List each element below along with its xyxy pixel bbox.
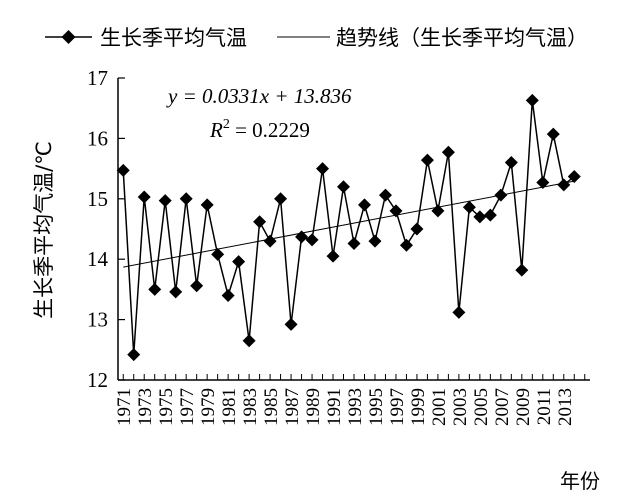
data-point [221,288,235,302]
series-markers [116,93,581,362]
series-line [122,100,575,355]
data-point [546,127,560,141]
data-point [504,156,518,170]
y-tick-label: 17 [87,66,108,90]
x-tick-label: 1991 [324,388,345,426]
trend-line [123,180,575,268]
y-tick-label: 13 [87,308,108,332]
x-tick-label: 1983 [240,388,261,426]
data-point [253,215,267,229]
x-tick-label: 1973 [135,388,156,426]
data-point [452,305,466,319]
x-tick-label: 2013 [555,388,576,426]
x-tick-label: 1979 [198,388,219,426]
data-point [431,204,445,218]
data-point [389,204,403,218]
data-point [357,198,371,212]
y-tick-label: 12 [87,368,108,392]
data-point [410,222,424,236]
data-point [316,162,330,176]
data-point [127,348,141,362]
data-point [169,285,183,299]
x-tick-label: 1999 [408,388,429,426]
y-axis-label: 生长季平均气温/℃ [32,141,56,319]
x-tick-label: 2011 [534,388,555,425]
trendline [123,180,575,268]
x-tick-label: 1971 [114,388,135,426]
y-tick-label: 14 [87,247,109,271]
legend-trend-label: 趋势线（生长季平均气温） [336,26,588,50]
data-point [326,249,340,263]
data-point [473,210,487,224]
x-tick-label: 1977 [177,388,198,426]
data-point [295,230,309,244]
data-point [441,145,455,159]
x-axis-label: 年份 [560,469,600,493]
data-point [263,234,277,248]
x-tick-label: 1987 [282,388,303,426]
data-point [462,200,476,214]
x-tick-label: 2005 [471,388,492,426]
y-tick-label: 16 [87,126,108,150]
x-tick-label: 1997 [387,388,408,426]
data-point [494,188,508,202]
trend-r-squared: R2 = 0.2229 [209,117,310,142]
legend-series-label: 生长季平均气温 [100,26,247,50]
data-point [368,234,382,248]
data-point [190,279,204,293]
data-point [525,93,539,107]
legend: 生长季平均气温 趋势线（生长季平均气温） [45,26,588,50]
data-point [347,236,361,250]
data-point [567,169,581,183]
data-point [200,198,214,212]
data-point [515,263,529,277]
data-point [284,317,298,331]
y-tick-label: 15 [87,187,108,211]
data-point [536,175,550,189]
x-tick-label: 1995 [366,388,387,426]
x-tick-label: 2003 [450,388,471,426]
data-point [305,233,319,247]
data-point [557,178,571,192]
x-tick-label: 1975 [156,388,177,426]
data-point [232,255,246,269]
x-tick-label: 1989 [303,388,324,426]
data-point [211,247,225,261]
data-point [137,190,151,204]
x-tick-label: 1985 [261,388,282,426]
x-tick-label: 2009 [513,388,534,426]
trend-equation: y = 0.0331x + 13.836 [166,84,352,108]
data-point [378,188,392,202]
data-point [399,238,413,252]
series-polyline [122,100,575,355]
data-point [179,192,193,206]
x-tick-label: 1993 [345,388,366,426]
x-tick-label: 2001 [429,388,450,426]
data-point [242,334,256,348]
x-ticks: 1971 1973 1975 1977 1979 1981 1983 1985 1987 1989… [114,374,586,426]
x-tick-label: 1981 [219,388,240,426]
data-point [337,180,351,194]
y-ticks: 12 13 14 15 16 17 [87,66,125,392]
data-point [148,282,162,296]
legend-series-marker [61,30,76,44]
data-point [158,194,172,208]
data-point [274,192,288,206]
data-point [483,208,497,222]
data-point [116,163,130,177]
x-tick-label: 2007 [492,388,513,426]
data-point [420,153,434,167]
